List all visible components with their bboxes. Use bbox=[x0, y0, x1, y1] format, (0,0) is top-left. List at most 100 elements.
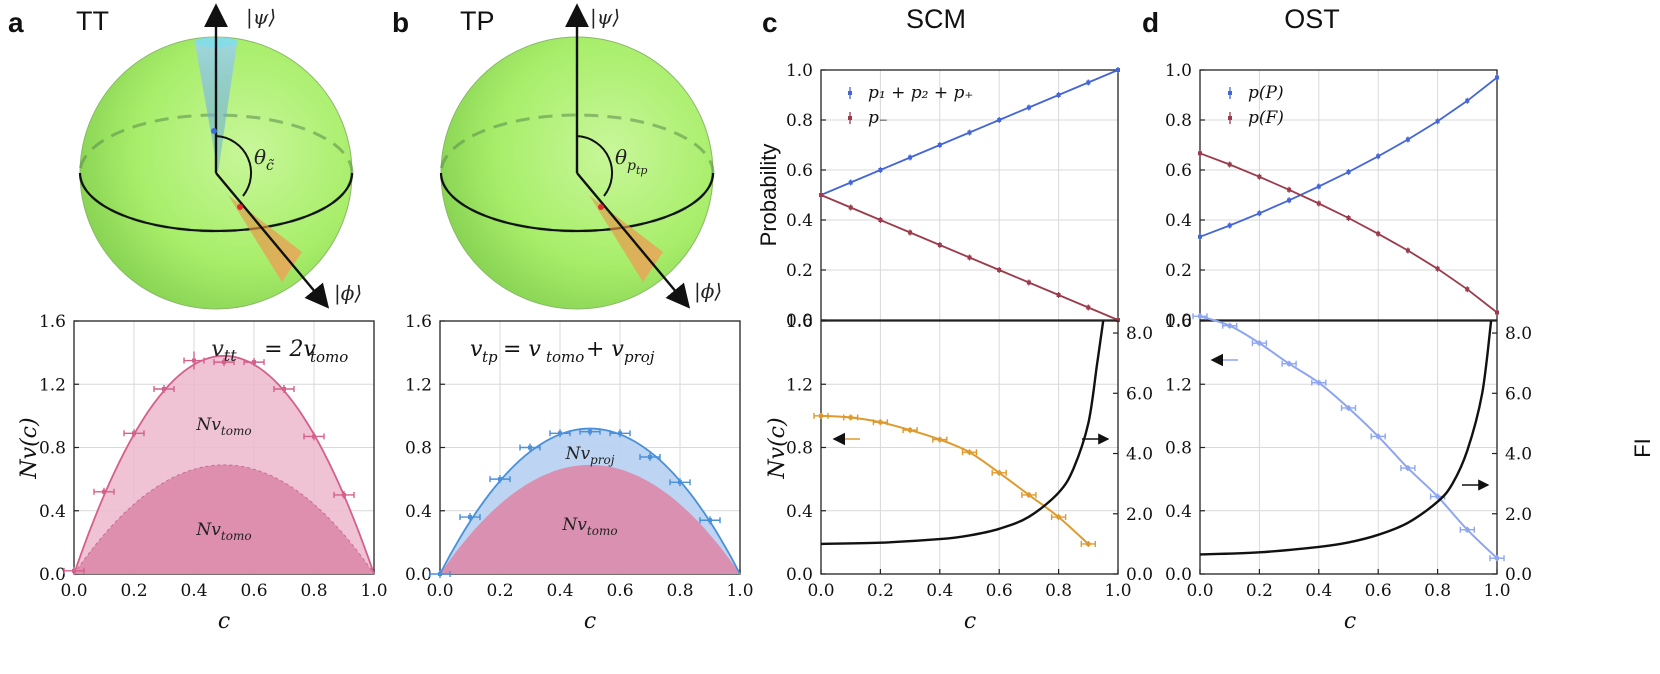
data-point bbox=[1227, 323, 1232, 328]
equation-b-rhs: = v bbox=[503, 337, 541, 362]
data-point bbox=[1405, 466, 1410, 471]
panel-label-b: b bbox=[392, 7, 409, 38]
data-point bbox=[1346, 405, 1351, 410]
data-point bbox=[1287, 198, 1292, 203]
data-point bbox=[1086, 305, 1091, 310]
y2-tick-label: 8.0 bbox=[1505, 324, 1532, 344]
lower-boundary bbox=[73, 464, 375, 575]
data-point bbox=[1316, 184, 1321, 189]
y2-tick-label: 4.0 bbox=[1126, 445, 1153, 465]
x-tick-label: 0.6 bbox=[986, 581, 1013, 601]
data-point bbox=[1376, 154, 1381, 159]
y-tick-label: 0.4 bbox=[1165, 502, 1192, 522]
theory-curve bbox=[73, 354, 375, 575]
sphere-b-angle-arc bbox=[576, 135, 614, 197]
nv-curve bbox=[1199, 315, 1498, 559]
y-tick-label: 1.2 bbox=[1165, 375, 1192, 395]
x-tick-label: 0.4 bbox=[180, 581, 207, 601]
y-tick-label: 0.8 bbox=[786, 439, 813, 459]
y-tick-label: 0.6 bbox=[1165, 161, 1192, 181]
y-tick-label: 0.8 bbox=[1165, 439, 1192, 459]
x-axis-label: c bbox=[964, 609, 976, 634]
data-point bbox=[192, 358, 196, 363]
data-point bbox=[878, 420, 883, 425]
equation-b-rhs2: + v bbox=[586, 337, 624, 362]
sphere-b-phi-arrow bbox=[576, 172, 691, 309]
x-axis-label: c bbox=[218, 609, 230, 634]
data-point bbox=[967, 255, 972, 260]
x-tick-label: 1.0 bbox=[1483, 581, 1510, 601]
data-point bbox=[1287, 187, 1292, 192]
x-tick-label: 0.8 bbox=[1424, 581, 1451, 601]
data-point bbox=[132, 431, 136, 436]
y-tick-label: 0.8 bbox=[39, 439, 66, 459]
x-tick-label: 0.2 bbox=[867, 581, 894, 601]
data-point bbox=[848, 415, 853, 420]
data-point bbox=[967, 450, 972, 455]
data-point bbox=[908, 155, 913, 160]
data-point bbox=[1376, 231, 1381, 236]
x-tick-label: 1.0 bbox=[1104, 581, 1131, 601]
data-point bbox=[848, 180, 853, 185]
data-point bbox=[819, 193, 823, 197]
y2-tick-label: 6.0 bbox=[1126, 384, 1153, 404]
legend-marker bbox=[848, 116, 852, 120]
legend-label: p(F) bbox=[1248, 108, 1284, 128]
equation-a-sub: tomo bbox=[310, 348, 348, 366]
y-tick-label: 0.4 bbox=[39, 502, 66, 522]
data-point bbox=[1495, 75, 1499, 80]
sphere-b-ket-psi: |ψ⟩ bbox=[590, 5, 620, 30]
panel-label-d: d bbox=[1142, 7, 1159, 38]
y-tick-label: 1.2 bbox=[405, 375, 432, 395]
data-point bbox=[1026, 105, 1031, 110]
x-tick-label: 0.4 bbox=[1305, 581, 1332, 601]
data-point bbox=[498, 477, 502, 482]
y-tick-label: 0.8 bbox=[786, 111, 813, 131]
x-tick-label: 0.6 bbox=[1365, 581, 1392, 601]
sphere-a-phi-arrow bbox=[215, 172, 330, 309]
data-point bbox=[72, 568, 76, 573]
data-point bbox=[1257, 211, 1262, 216]
y-tick-label: 1.6 bbox=[39, 312, 66, 332]
legend-label: p(P) bbox=[1248, 83, 1284, 103]
x-tick-label: 0.6 bbox=[240, 581, 267, 601]
area-label-upper: Nvtomo bbox=[195, 415, 251, 438]
data-point bbox=[1198, 234, 1202, 239]
x-tick-label: 0.4 bbox=[546, 581, 573, 601]
y-tick-label: 0.0 bbox=[1165, 565, 1192, 585]
y-tick-label: 0.4 bbox=[405, 502, 432, 522]
x-tick-label: 0.4 bbox=[926, 581, 953, 601]
data-point bbox=[1346, 216, 1351, 220]
data-point bbox=[708, 518, 712, 523]
y-tick-label: 0.4 bbox=[786, 502, 813, 522]
data-point bbox=[618, 431, 622, 436]
y2-tick-label: 6.0 bbox=[1505, 384, 1532, 404]
y-tick-label: 0.2 bbox=[786, 261, 813, 281]
legend-label: p₁ + p₂ + p₊ bbox=[868, 83, 973, 103]
fi-curve bbox=[820, 320, 1105, 546]
series-line bbox=[1199, 76, 1498, 238]
data-point bbox=[937, 437, 942, 442]
y-tick-label: 1.6 bbox=[405, 312, 432, 332]
data-point bbox=[1026, 280, 1031, 285]
y-tick-label: 0.8 bbox=[405, 439, 432, 459]
y2-tick-label: 4.0 bbox=[1505, 445, 1532, 465]
equation-b-sub: tp bbox=[482, 348, 498, 366]
y-tick-label: 0.4 bbox=[1165, 211, 1192, 231]
sphere-a-red-dot bbox=[237, 204, 243, 210]
data-point bbox=[1056, 293, 1061, 297]
data-point bbox=[1086, 80, 1091, 85]
y2-tick-label: 0.0 bbox=[1126, 565, 1153, 585]
data-point bbox=[1257, 174, 1262, 179]
y2-tick-label: 2.0 bbox=[1505, 505, 1532, 525]
x-tick-label: 1.0 bbox=[726, 581, 753, 601]
sphere-b-red-dot bbox=[598, 204, 604, 210]
y2-tick-label: 8.0 bbox=[1126, 324, 1153, 344]
plot-c-top: 0.0 0.2 0.4 0.6 0.8 1.0 p₁ + p₂ + p₊ p₋ Probabil… bbox=[756, 61, 1120, 331]
data-point bbox=[1405, 248, 1410, 253]
data-point bbox=[1465, 527, 1470, 532]
equation-b-sub3: proj bbox=[624, 348, 655, 366]
y-tick-label: 1.2 bbox=[39, 375, 66, 395]
y-tick-label: 1.0 bbox=[786, 61, 813, 81]
